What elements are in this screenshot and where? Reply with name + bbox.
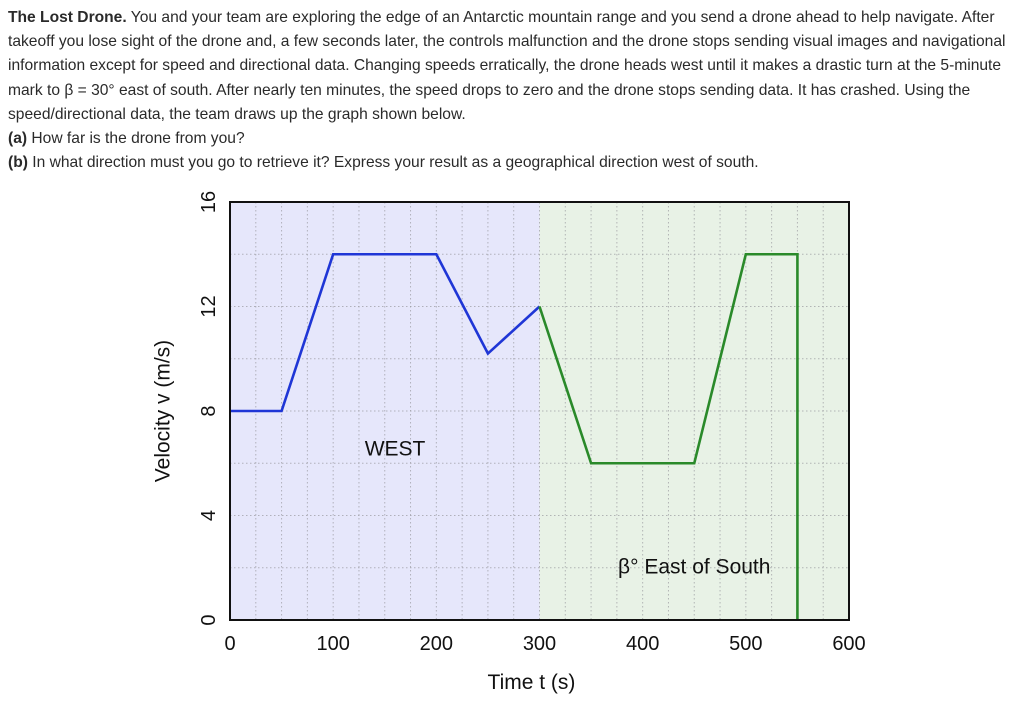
part-b: (b) In what direction must you go to ret…	[8, 151, 1016, 175]
x-tick-label: 600	[832, 633, 865, 655]
plot-frame	[229, 201, 850, 621]
y-axis-label: Velocity v (m/s)	[152, 340, 175, 482]
part-a: (a) How far is the drone from you?	[8, 127, 1016, 151]
region-label-1: β° East of South	[618, 555, 770, 578]
x-tick-label: 200	[420, 633, 453, 655]
region-labels: WEST β° East of South	[365, 438, 771, 579]
series-line-0	[230, 252, 541, 413]
chart-series	[230, 252, 799, 620]
y-tick-label: 8	[198, 405, 220, 416]
part-a-text: How far is the drone from you?	[31, 130, 245, 148]
problem-paragraph: The Lost Drone. You and your team are ex…	[8, 6, 1016, 127]
problem-title: The Lost Drone.	[8, 9, 127, 26]
x-tick-label: 0	[224, 633, 235, 655]
y-tick-labels: 0 4 8 12 16	[198, 191, 220, 626]
part-a-label: (a)	[8, 130, 28, 148]
y-tick-label: 4	[198, 510, 220, 521]
region-label-0: WEST	[365, 438, 426, 461]
y-tick-label: 16	[198, 191, 220, 213]
x-tick-label: 100	[316, 633, 349, 655]
part-b-text: In what direction must you go to retriev…	[32, 154, 759, 172]
part-b-label: (b)	[8, 154, 28, 172]
x-tick-label: 500	[729, 633, 762, 655]
series-line-1	[538, 252, 799, 620]
problem-body: You and your team are exploring the edge…	[8, 9, 1006, 123]
x-tick-labels: 0 100 200 300 400 500 600	[224, 633, 865, 655]
x-axis-label: Time t (s)	[488, 671, 576, 694]
x-tick-label: 400	[626, 633, 659, 655]
problem-statement: The Lost Drone. You and your team are ex…	[8, 6, 1016, 175]
y-tick-label: 0	[198, 614, 220, 625]
y-tick-label: 12	[198, 295, 220, 317]
x-tick-label: 300	[523, 633, 556, 655]
